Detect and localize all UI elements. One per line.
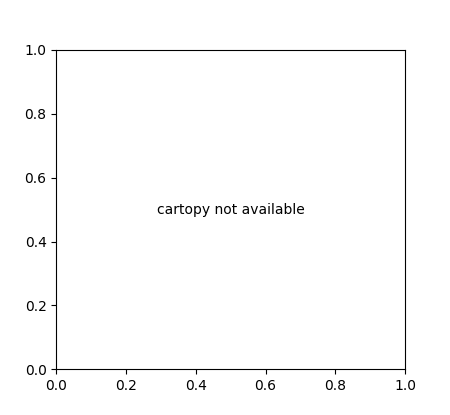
Text: cartopy not available: cartopy not available	[157, 203, 305, 217]
